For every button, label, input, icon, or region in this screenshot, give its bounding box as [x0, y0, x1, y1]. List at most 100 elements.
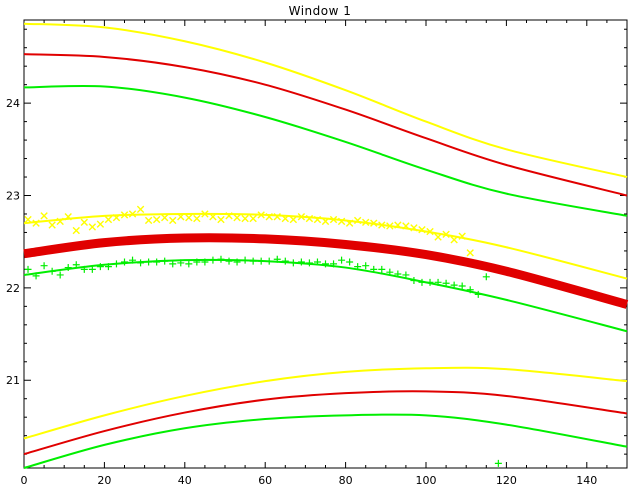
series-8-green-line [23, 413, 628, 469]
green-plus-marker [346, 258, 354, 266]
x-tick-label: 100 [416, 474, 437, 487]
green-plus-marker [338, 256, 346, 264]
yellow-x-marker [345, 219, 354, 227]
yellow-x-marker [161, 213, 169, 222]
yellow-x-marker [450, 236, 458, 244]
x-tick-label: 120 [496, 474, 517, 487]
green-plus-marker [249, 257, 257, 265]
yellow-x-marker [442, 230, 450, 238]
yellow-x-marker [201, 210, 209, 218]
yellow-x-marker [185, 213, 193, 222]
green-plus-marker [482, 273, 490, 281]
green-plus-marker [466, 286, 474, 294]
yellow-x-marker [120, 211, 129, 219]
green-plus-marker [402, 271, 410, 279]
green-plus-marker [32, 272, 40, 280]
x-tick-label: 60 [258, 474, 272, 487]
yellow-x-marker [144, 216, 153, 225]
yellow-x-marker [305, 214, 314, 223]
green-plus-marker [273, 255, 281, 263]
green-plus-marker [354, 263, 362, 271]
green-plus-marker [96, 263, 104, 271]
yellow-x-marker [273, 213, 281, 221]
green-plus-marker [153, 258, 161, 266]
window-title: Window 1 [288, 4, 352, 18]
yellow-x-marker [193, 214, 201, 223]
green-plus-marker [241, 256, 249, 264]
yellow-x-marker [265, 213, 273, 221]
green-plus-marker [313, 258, 321, 266]
series-2-green-line [23, 84, 628, 217]
yellow-x-marker [249, 214, 257, 223]
green-plus-marker [193, 258, 201, 266]
green-plus-marker [40, 262, 48, 270]
green-plus-marker [161, 257, 169, 265]
green-plus-marker [386, 268, 394, 276]
green-plus-marker [233, 258, 241, 266]
yellow-x-marker [225, 212, 233, 220]
green-plus-marker [72, 261, 80, 269]
yellow-x-marker [72, 226, 80, 235]
x-tick-label: 140 [576, 474, 597, 487]
yellow-x-marker [321, 217, 330, 226]
yellow-x-marker [337, 217, 346, 226]
x-tick-label: 20 [97, 474, 111, 487]
green-plus-marker [418, 278, 426, 286]
green-plus-marker [225, 257, 233, 265]
green-plus-marker [330, 260, 338, 268]
yellow-x-marker [209, 213, 217, 221]
yellow-x-marker [217, 215, 225, 224]
green-plus-marker [450, 281, 458, 289]
series-5-green-line [23, 258, 628, 333]
green-plus-marker [378, 265, 386, 273]
green-plus-marker [104, 263, 112, 271]
yellow-x-marker [241, 214, 249, 223]
yellow-x-marker [362, 218, 370, 226]
green-plus-marker [145, 258, 153, 266]
yellow-x-marker [136, 205, 145, 214]
green-plus-marker [394, 270, 402, 278]
yellow-x-marker [169, 216, 177, 225]
green-plus-marker [217, 255, 225, 263]
green-plus-marker [305, 259, 313, 267]
series-4-red-band [23, 233, 629, 309]
yellow-x-marker [64, 213, 72, 221]
yellow-x-marker [410, 224, 418, 232]
green-plus-marker [56, 271, 64, 279]
x-tick-label: 80 [339, 474, 353, 487]
yellow-x-marker [80, 218, 88, 226]
yellow-x-marker [32, 219, 40, 227]
yellow-x-marker [233, 213, 241, 222]
yellow-x-marker [56, 217, 64, 226]
green-plus-marker [322, 260, 329, 268]
series-7-red-line [23, 390, 628, 456]
series-1-red-line [23, 53, 628, 197]
green-plus-marker [112, 260, 120, 268]
green-plus-marker [185, 260, 193, 268]
yellow-x-marker [402, 222, 410, 230]
yellow-x-marker [96, 220, 105, 228]
green-plus-marker [121, 258, 128, 266]
green-plus-marker [458, 282, 466, 290]
green-plus-marker [474, 290, 482, 298]
green-plus-marker [177, 259, 185, 267]
yellow-x-marker [378, 221, 386, 229]
green-plus-marker [265, 257, 273, 265]
yellow-x-marker [329, 215, 338, 224]
yellow-x-marker [112, 213, 121, 222]
yellow-x-marker [281, 214, 289, 223]
green-plus-marker [257, 257, 265, 265]
y-tick-label: 22 [6, 282, 20, 295]
green-plus-marker [48, 267, 56, 275]
axis-ticks: 0 20 40 60 80 100 120 140 21 22 23 24 [6, 20, 627, 487]
yellow-x-marker [24, 215, 32, 224]
yellow-x-marker [257, 211, 265, 219]
yellow-x-marker [40, 212, 48, 220]
yellow-x-marker [466, 249, 474, 257]
green-plus-marker [362, 262, 370, 270]
y-tick-label: 24 [6, 97, 20, 110]
yellow-x-marker [353, 216, 362, 225]
y-tick-label: 21 [6, 374, 20, 387]
yellow-x-marker [289, 215, 298, 224]
